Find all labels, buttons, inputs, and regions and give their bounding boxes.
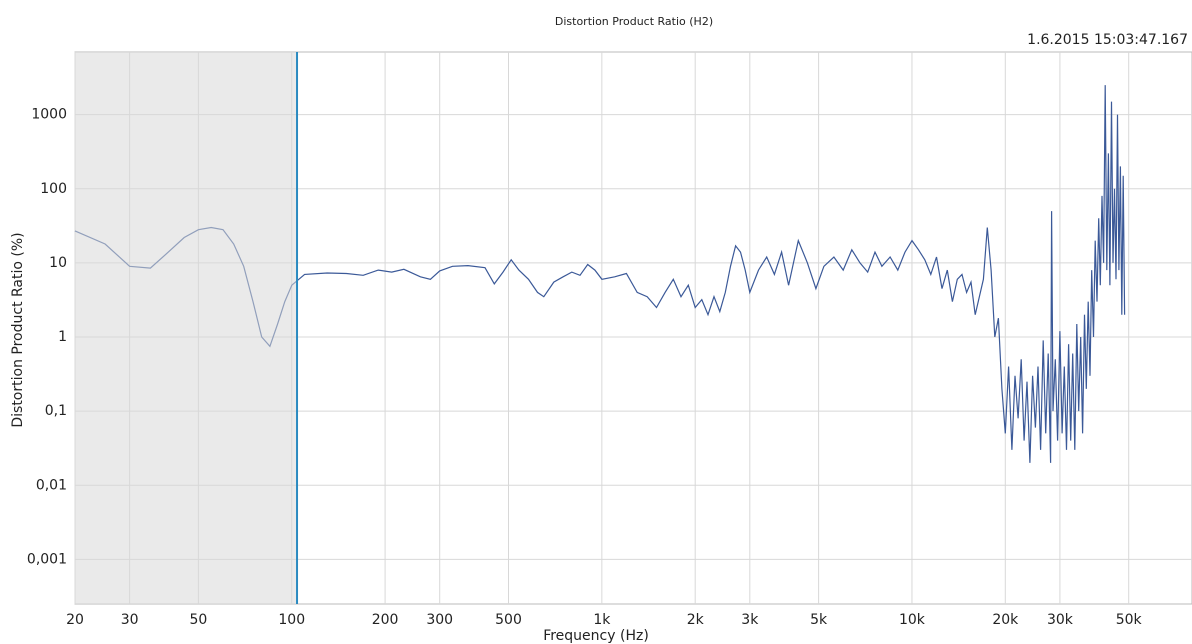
chart-title: Distortion Product Ratio (H2) (555, 15, 713, 28)
x-tick-label: 20k (992, 612, 1019, 628)
x-tick-label: 2k (687, 612, 705, 628)
y-tick-label: 0,001 (27, 551, 67, 567)
x-tick-label: 300 (426, 612, 453, 628)
x-tick-label: 5k (810, 612, 828, 628)
data-line (74, 85, 1126, 463)
x-tick-label: 500 (495, 612, 522, 628)
x-tick-label: 50 (189, 612, 207, 628)
y-axis-label: Distortion Product Ratio (%) (10, 232, 26, 427)
x-tick-label: 100 (278, 612, 305, 628)
x-axis-label: Frequency (Hz) (543, 628, 649, 644)
y-tick-label: 10 (49, 255, 67, 271)
x-tick-label: 30 (121, 612, 139, 628)
timestamp: 1.6.2015 15:03:47.167 (1027, 32, 1188, 48)
x-tick-label: 30k (1047, 612, 1074, 628)
y-tick-label: 0,01 (36, 477, 67, 493)
x-tick-label: 1k (593, 612, 611, 628)
y-tick-label: 100 (40, 181, 67, 197)
masked-region (75, 53, 298, 603)
x-tick-label: 50k (1116, 612, 1143, 628)
y-tick-label: 1 (58, 329, 67, 345)
x-tick-label: 10k (899, 612, 926, 628)
y-tick-label: 1000 (31, 107, 67, 123)
x-tick-label: 3k (741, 612, 759, 628)
x-tick-label: 20 (66, 612, 84, 628)
x-tick-label: 200 (372, 612, 399, 628)
y-tick-label: 0,1 (45, 403, 67, 419)
